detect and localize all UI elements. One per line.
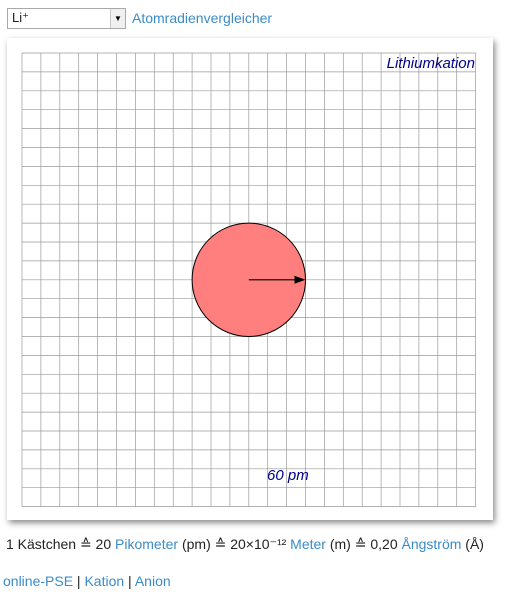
meter-link[interactable]: Meter <box>290 536 326 552</box>
scale-m-part: (m) ≙ 0,20 <box>325 536 402 552</box>
scale-pm-part: (pm) ≙ 20×10⁻¹² <box>178 536 291 552</box>
online-pse-link[interactable]: online-PSE <box>3 573 74 589</box>
radius-arrow-head <box>294 275 306 284</box>
scale-prefix: 1 Kästchen ≙ 20 <box>6 536 116 552</box>
footer-links: online-PSE | Kation | Anion <box>3 573 171 589</box>
scale-info: 1 Kästchen ≙ 20 Pikometer (pm) ≙ 20×10⁻¹… <box>6 536 484 553</box>
radius-label: 60 pm <box>267 467 309 484</box>
footer-separator: | <box>124 573 135 589</box>
radius-canvas-panel: Lithiumkation 60 pm <box>7 38 493 520</box>
radius-canvas: Lithiumkation 60 pm <box>21 52 476 507</box>
atomradienvergleicher-link[interactable]: Atomradienvergleicher <box>132 10 273 26</box>
anion-link[interactable]: Anion <box>134 573 171 589</box>
kation-link[interactable]: Kation <box>84 573 125 589</box>
dropdown-arrow-icon[interactable]: ▼ <box>110 8 125 28</box>
toolbar: Li⁺ ▼ Atomradienvergleicher <box>7 7 272 29</box>
element-select[interactable]: Li⁺ ▼ <box>7 7 126 29</box>
angstrom-link[interactable]: Ångström <box>401 536 462 552</box>
footer-separator: | <box>73 573 85 589</box>
scale-angstrom-suffix: (Å) <box>461 536 484 552</box>
element-select-value: Li⁺ <box>12 10 29 25</box>
pikometer-link[interactable]: Pikometer <box>115 536 179 552</box>
ion-title: Lithiumkation <box>387 55 475 72</box>
